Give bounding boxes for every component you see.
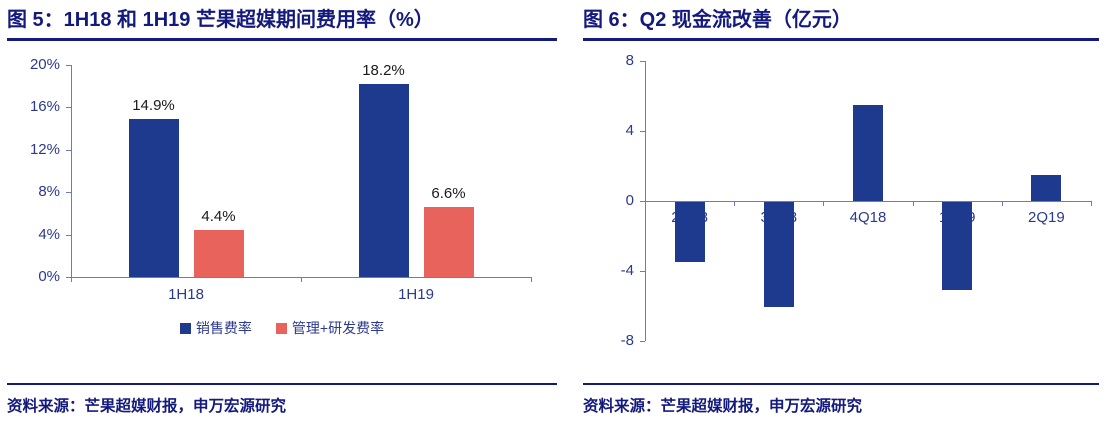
y-tick	[640, 201, 645, 202]
y-tick	[640, 341, 645, 342]
x-tick	[301, 277, 302, 282]
x-tick	[531, 277, 532, 282]
bar	[193, 230, 244, 277]
y-tick	[66, 192, 71, 194]
y-tick-label: 4	[625, 122, 634, 139]
y-tick	[640, 271, 645, 272]
bar-value-label: 18.2%	[362, 62, 405, 80]
y-tick	[66, 65, 71, 66]
zero-line	[645, 201, 1091, 202]
figure5-chart: 0% 4% 8% 12% 16% 20% 1H18 14.9% 4.4% 1H19 18.2% 6.6…	[7, 47, 557, 311]
y-tick-label: -4	[620, 262, 634, 279]
y-tick-label: 8%	[38, 183, 60, 201]
x-tick	[912, 201, 914, 206]
figure6-title: 图 6：Q2 现金流改善（亿元）	[583, 8, 1099, 41]
bar	[423, 207, 474, 277]
x-tick	[1001, 201, 1003, 206]
figure6-panel: 图 6：Q2 现金流改善（亿元） -8-40482Q183Q184Q181Q19…	[583, 8, 1099, 416]
figure5-source-block: 资料来源：芒果超媒财报，申万宏源研究	[7, 383, 557, 416]
bar	[128, 119, 179, 277]
y-tick	[66, 107, 71, 109]
y-tick	[640, 131, 645, 132]
y-tick	[66, 234, 71, 236]
y-tick-label: 16%	[29, 98, 60, 116]
source-divider	[583, 383, 1099, 385]
bar-value-label: 14.9%	[132, 97, 175, 115]
y-tick-label: 4%	[38, 225, 60, 243]
figure6-source: 资料来源：芒果超媒财报，申万宏源研究	[583, 398, 863, 415]
x-category-label: 1H19	[398, 286, 434, 303]
y-tick	[66, 277, 71, 278]
y-tick-label: 20%	[29, 56, 60, 73]
figure6-source-block: 资料来源：芒果超媒财报，申万宏源研究	[583, 383, 1099, 416]
legend-item: 销售费率	[179, 318, 252, 338]
bar	[942, 202, 973, 290]
x-tick	[1091, 201, 1092, 206]
x-category-label: 1H18	[168, 286, 204, 303]
x-category-label: 4Q18	[849, 209, 887, 226]
legend-swatch	[179, 322, 191, 334]
x-tick	[71, 277, 72, 282]
legend-label: 管理+研发费率	[291, 320, 385, 336]
figure5-legend: 销售费率 管理+研发费率	[7, 317, 557, 339]
y-tick-label: 8	[625, 52, 634, 69]
y-tick-label: -8	[620, 332, 634, 349]
x-tick	[823, 201, 825, 206]
bar	[763, 202, 794, 307]
y-tick-label: 0	[625, 192, 634, 209]
legend-swatch	[275, 322, 287, 334]
x-category-label: 2Q19	[1028, 209, 1065, 226]
figure5-source: 资料来源：芒果超媒财报，申万宏源研究	[7, 398, 287, 415]
y-tick-label: 0%	[38, 268, 60, 285]
y-tick-label: 12%	[29, 140, 60, 158]
source-divider	[7, 383, 557, 385]
legend-label: 销售费率	[195, 320, 252, 336]
figure5-panel: 图 5：1H18 和 1H19 芒果超媒期间费用率（%） 0% 4% 8% 12% 16…	[7, 8, 557, 416]
bar	[358, 84, 409, 277]
bar-value-label: 6.6%	[431, 185, 466, 203]
bar	[674, 202, 705, 262]
y-axis-line	[71, 65, 72, 277]
y-tick	[640, 61, 645, 62]
x-tick	[734, 201, 736, 206]
figure6-chart: -8-40482Q183Q184Q181Q192Q19	[583, 47, 1099, 357]
x-tick	[645, 201, 646, 206]
bar-value-label: 4.4%	[201, 208, 236, 226]
legend-item: 管理+研发费率	[275, 318, 385, 338]
y-tick	[66, 149, 71, 151]
bar	[853, 104, 883, 201]
bar	[1031, 174, 1062, 201]
figure5-title: 图 5：1H18 和 1H19 芒果超媒期间费用率（%）	[7, 8, 557, 41]
